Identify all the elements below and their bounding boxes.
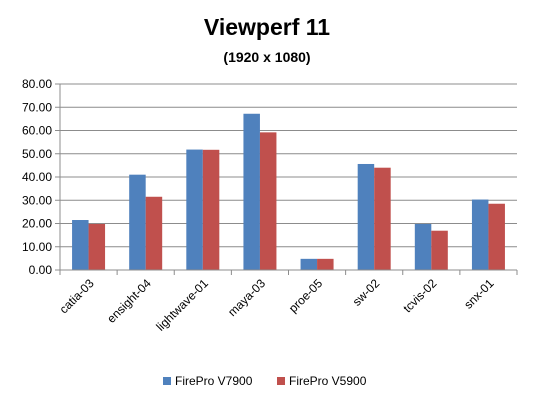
- legend: FirePro V7900 FirePro V5900: [163, 374, 367, 388]
- x-category-label: proe-05: [286, 276, 325, 315]
- y-tick-label: 0.00: [29, 263, 53, 277]
- y-tick-label: 70.00: [22, 100, 52, 114]
- chart-subtitle: (1920 x 1080): [223, 49, 310, 65]
- bar-maya-03-series-1: [243, 113, 260, 270]
- bars: [72, 113, 505, 270]
- y-tick-label: 10.00: [22, 240, 52, 254]
- legend-swatch-1: [163, 377, 171, 385]
- x-category-label: snx-01: [461, 276, 497, 312]
- y-tick-labels: 0.00 10.00 20.00 30.00 40.00 50.00 60.00 70.00 8…: [22, 77, 52, 277]
- legend-label-1: FirePro V7900: [175, 374, 253, 388]
- y-tick-label: 60.00: [22, 124, 52, 138]
- bar-tcvis-02-series-1: [414, 223, 432, 270]
- y-tick-label: 50.00: [22, 147, 52, 161]
- x-category-label: tcvis-02: [400, 276, 439, 315]
- bar-snx-01-series-1: [471, 199, 489, 270]
- bar-lightwave-01-series-1: [186, 149, 203, 270]
- x-category-label: ensight-04: [104, 276, 154, 326]
- y-tick-label: 40.00: [22, 170, 52, 184]
- x-category-label: catia-03: [57, 276, 97, 316]
- y-tick-label: 30.00: [22, 193, 52, 207]
- bar-catia-03-series-1: [72, 220, 89, 270]
- y-tick-label: 20.00: [22, 217, 52, 231]
- bar-sw-02-series-1: [357, 163, 375, 270]
- bar-ensight-04-series-2: [145, 196, 163, 270]
- x-category-label: lightwave-01: [153, 276, 211, 334]
- bar-lightwave-01-series-2: [202, 149, 220, 270]
- bar-snx-01-series-2: [488, 203, 505, 270]
- bar-catia-03-series-2: [88, 223, 106, 270]
- bar-tcvis-02-series-2: [431, 230, 448, 270]
- x-category-labels: catia-03 ensight-04 lightwave-01 maya-03 pro…: [57, 276, 497, 334]
- bar-proe-05-series-2: [317, 258, 334, 270]
- x-category-label: sw-02: [350, 276, 383, 309]
- chart-title: Viewperf 11: [204, 14, 330, 40]
- bar-sw-02-series-2: [374, 167, 391, 270]
- x-category-label: maya-03: [225, 276, 268, 319]
- bar-ensight-04-series-1: [129, 174, 146, 270]
- legend-label-2: FirePro V5900: [289, 374, 367, 388]
- bar-maya-03-series-2: [259, 132, 277, 270]
- legend-swatch-2: [277, 377, 285, 385]
- axes: [59, 84, 518, 275]
- bar-proe-05-series-1: [300, 258, 318, 270]
- y-tick-label: 80.00: [22, 77, 52, 91]
